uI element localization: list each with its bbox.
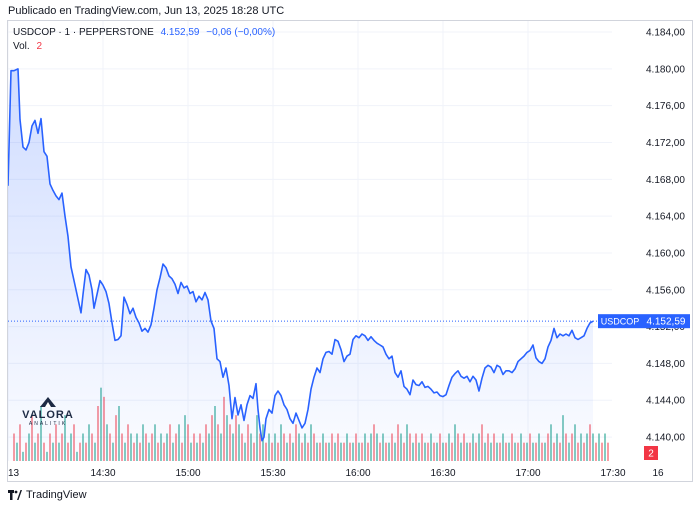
y-tick-label: 4.156,00 (646, 285, 685, 296)
y-tick-label: 4.140,00 (646, 433, 685, 444)
watermark-name: VALORA (22, 409, 74, 421)
x-tick-label: 17:30 (600, 468, 625, 479)
x-tick-label: 13 (8, 468, 20, 479)
volume-bar (604, 433, 606, 461)
x-tick-label: 16:30 (430, 468, 455, 479)
chart-frame[interactable]: 4.184,00 4.180,00 4.176,00 4.172,00 4.168,00… (7, 20, 693, 482)
footer-brand: TradingView (26, 489, 87, 501)
y-tick-label: 4.172,00 (646, 138, 685, 149)
x-tick-label: 16 (652, 468, 664, 479)
published-caption: Publicado en TradingView.com, Jun 13, 20… (8, 5, 285, 17)
y-tick-label: 4.176,00 (646, 101, 685, 112)
y-tick-label: 4.160,00 (646, 248, 685, 259)
valora-watermark: VALORA ANALITIK (16, 395, 80, 435)
price-line[interactable] (8, 68, 594, 442)
y-tick-label: 4.148,00 (646, 359, 685, 370)
legend-price: 4.152,59 (160, 27, 200, 38)
legend-change: −0,06 (−0,00%) (206, 27, 276, 38)
price-tag-symbol: USDCOP (601, 317, 640, 327)
price-tag: USDCOP 4.152,59 (598, 314, 690, 329)
y-tick-label: 4.180,00 (646, 64, 685, 75)
legend-volume-label: Vol. (13, 41, 30, 52)
chart-legend: USDCOP · 1 · PEPPERSTONE 4.152,59 −0,06 … (13, 26, 275, 54)
volume-bar (598, 433, 600, 461)
footer: TradingView (8, 489, 87, 501)
legend-volume-value: 2 (36, 41, 43, 52)
volume-bar (595, 442, 597, 461)
y-tick-label: 4.164,00 (646, 212, 685, 223)
y-tick-label: 4.184,00 (646, 28, 685, 39)
y-tick-label: 4.168,00 (646, 175, 685, 186)
price-tag-symbol-bg (598, 314, 642, 329)
x-tick-label: 15:30 (260, 468, 285, 479)
price-tag-value-bg (642, 314, 690, 329)
x-tick-label: 17:00 (515, 468, 540, 479)
x-tick-label: 15:00 (175, 468, 200, 479)
volume-bar (607, 442, 609, 461)
price-chart[interactable]: 4.184,00 4.180,00 4.176,00 4.172,00 4.168,00… (8, 21, 692, 481)
volume-tag: 2 (648, 449, 654, 460)
volume-tag-bg (644, 446, 658, 460)
x-tick-label: 16:00 (345, 468, 370, 479)
watermark-subtitle: ANALITIK (28, 421, 68, 427)
x-tick-label: 14:30 (90, 468, 115, 479)
legend-symbol: USDCOP · 1 · PEPPERSTONE (13, 27, 154, 38)
tradingview-logo-icon (8, 490, 22, 500)
price-tag-value: 4.152,59 (647, 317, 686, 328)
price-area (8, 68, 593, 462)
y-tick-label: 4.144,00 (646, 396, 685, 407)
volume-bar (601, 442, 603, 461)
valora-logo-icon (40, 397, 56, 407)
